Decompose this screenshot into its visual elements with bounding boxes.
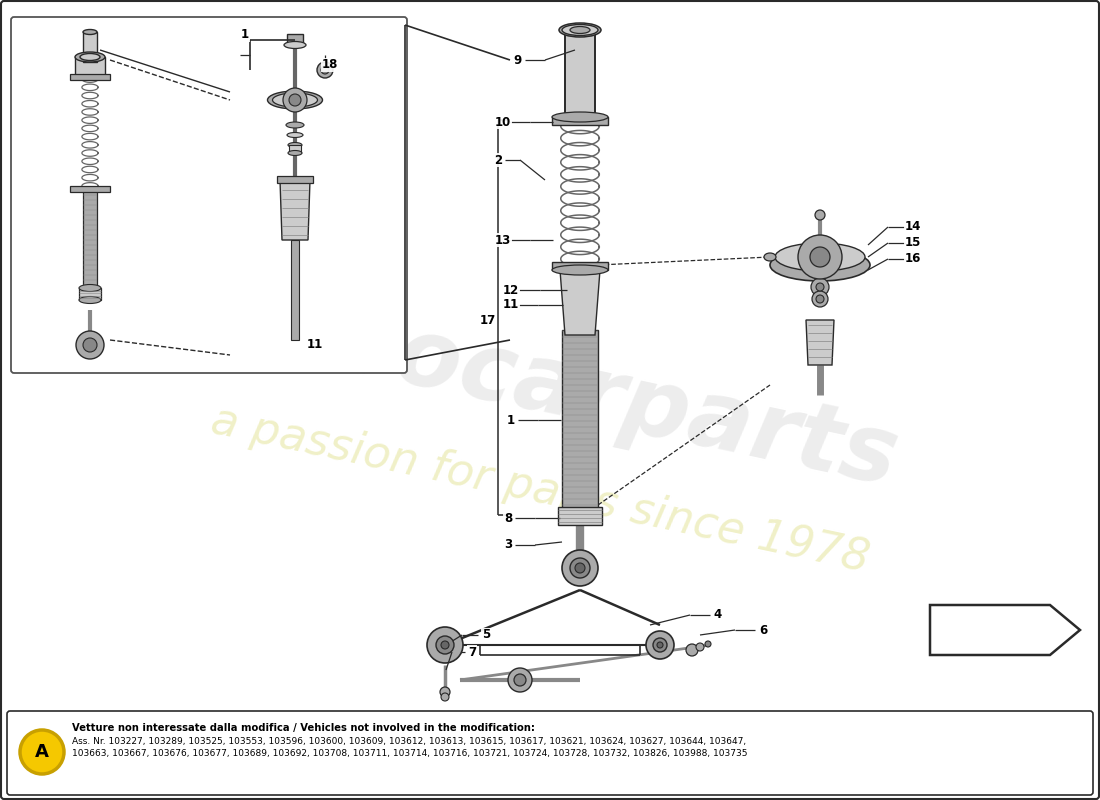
Text: 3: 3	[504, 538, 513, 551]
Text: 5: 5	[482, 629, 491, 642]
Polygon shape	[560, 270, 600, 335]
Ellipse shape	[562, 25, 598, 35]
Bar	[82, 190, 97, 290]
Circle shape	[810, 247, 830, 267]
Circle shape	[508, 668, 532, 692]
Circle shape	[82, 338, 97, 352]
Bar	[70, 186, 110, 192]
Text: 13: 13	[495, 234, 512, 246]
Ellipse shape	[284, 42, 306, 49]
Circle shape	[705, 641, 711, 647]
Circle shape	[427, 627, 463, 663]
Ellipse shape	[75, 52, 104, 62]
Bar	[277, 176, 313, 183]
Polygon shape	[280, 180, 310, 240]
Polygon shape	[930, 605, 1080, 655]
Text: 2: 2	[494, 154, 502, 166]
Bar	[70, 74, 110, 80]
Text: 14: 14	[905, 221, 921, 234]
Ellipse shape	[552, 112, 608, 122]
Ellipse shape	[770, 249, 870, 281]
Bar	[82, 32, 97, 62]
Text: 17: 17	[480, 314, 496, 326]
Bar	[292, 240, 299, 340]
Circle shape	[562, 550, 598, 586]
Ellipse shape	[776, 243, 865, 271]
Circle shape	[436, 636, 454, 654]
Ellipse shape	[82, 30, 97, 34]
Ellipse shape	[79, 297, 101, 303]
Text: 12: 12	[503, 283, 519, 297]
Text: 7: 7	[468, 646, 476, 658]
Bar	[287, 34, 303, 44]
Bar	[565, 30, 595, 120]
Circle shape	[811, 278, 829, 296]
Bar	[552, 117, 608, 125]
Circle shape	[815, 210, 825, 220]
Text: 1: 1	[241, 29, 249, 42]
Text: 11: 11	[307, 338, 323, 351]
FancyBboxPatch shape	[7, 711, 1093, 795]
Text: 15: 15	[905, 237, 921, 250]
Text: 4: 4	[714, 609, 722, 622]
Circle shape	[289, 94, 301, 106]
Circle shape	[570, 558, 590, 578]
Circle shape	[440, 687, 450, 697]
Circle shape	[441, 641, 449, 649]
Ellipse shape	[570, 26, 590, 34]
Text: Vetture non interessate dalla modifica / Vehicles not involved in the modificati: Vetture non interessate dalla modifica /…	[72, 723, 535, 733]
Text: 11: 11	[503, 298, 519, 311]
Circle shape	[283, 88, 307, 112]
Circle shape	[20, 730, 64, 774]
Ellipse shape	[288, 150, 302, 155]
Circle shape	[696, 643, 704, 651]
Ellipse shape	[288, 142, 302, 147]
Text: 9: 9	[514, 54, 522, 66]
Text: eurocarparts: eurocarparts	[213, 274, 906, 506]
Circle shape	[812, 291, 828, 307]
Circle shape	[646, 631, 674, 659]
Circle shape	[441, 693, 449, 701]
Circle shape	[657, 642, 663, 648]
Circle shape	[76, 331, 104, 359]
Bar	[75, 57, 104, 75]
Ellipse shape	[273, 93, 318, 107]
Bar	[552, 262, 608, 270]
Text: 6: 6	[759, 623, 767, 637]
Circle shape	[816, 283, 824, 291]
Circle shape	[575, 563, 585, 573]
Text: a passion for parts since 1978: a passion for parts since 1978	[207, 399, 873, 581]
Text: 1: 1	[507, 414, 515, 426]
Text: 10: 10	[495, 115, 512, 129]
Ellipse shape	[286, 122, 304, 128]
Text: 18: 18	[322, 58, 338, 71]
Circle shape	[317, 62, 333, 78]
Text: 103663, 103667, 103676, 103677, 103689, 103692, 103708, 103711, 103714, 103716, : 103663, 103667, 103676, 103677, 103689, …	[72, 749, 748, 758]
Ellipse shape	[559, 23, 601, 37]
Text: Ass. Nr. 103227, 103289, 103525, 103553, 103596, 103600, 103609, 103612, 103613,: Ass. Nr. 103227, 103289, 103525, 103553,…	[72, 737, 746, 746]
Bar	[289, 145, 301, 153]
Ellipse shape	[287, 133, 303, 138]
Ellipse shape	[80, 54, 100, 61]
Ellipse shape	[267, 91, 322, 109]
Circle shape	[321, 66, 329, 74]
Ellipse shape	[552, 265, 608, 275]
Text: A: A	[35, 743, 48, 761]
Bar	[562, 330, 598, 510]
Circle shape	[798, 235, 842, 279]
FancyBboxPatch shape	[11, 17, 407, 373]
Ellipse shape	[79, 285, 101, 291]
Text: 8: 8	[504, 511, 513, 525]
Circle shape	[686, 644, 698, 656]
Ellipse shape	[764, 253, 776, 261]
Bar	[558, 507, 602, 525]
Circle shape	[653, 638, 667, 652]
Text: 16: 16	[905, 253, 921, 266]
Circle shape	[816, 295, 824, 303]
Circle shape	[514, 674, 526, 686]
Polygon shape	[806, 320, 834, 365]
Bar	[79, 288, 101, 300]
